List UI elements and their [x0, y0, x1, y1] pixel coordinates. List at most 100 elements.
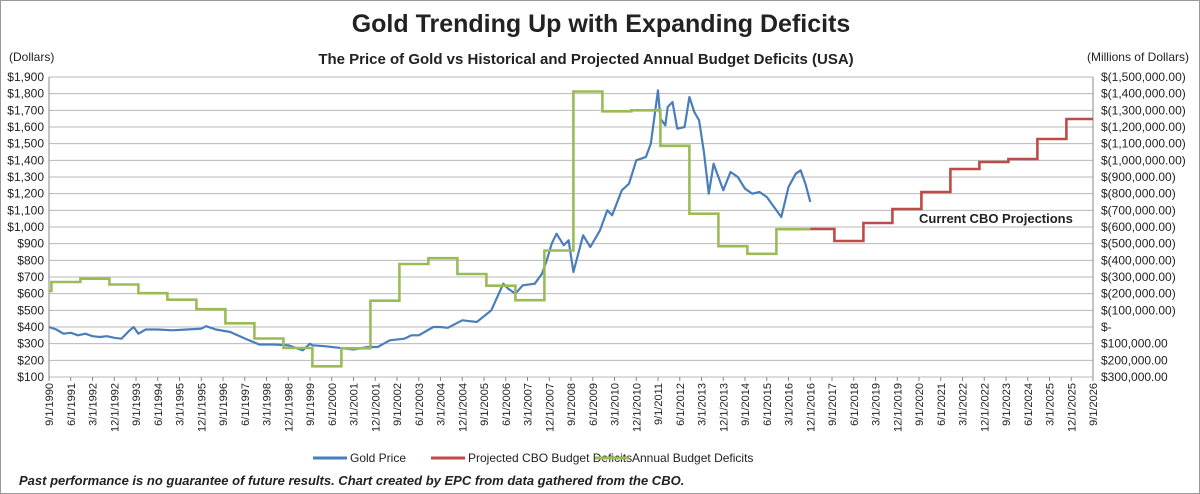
legend-label-annual: Annual Budget Deficits — [632, 451, 753, 465]
x-tick-label: 9/1/1996 — [218, 383, 230, 426]
y-tick-left: $300 — [17, 337, 44, 351]
y-tick-right: $300,000.00 — [1101, 370, 1168, 384]
x-tick-label: 3/1/1995 — [175, 383, 187, 426]
y-tick-left: $900 — [17, 237, 44, 251]
y-tick-left: $1,700 — [7, 103, 44, 117]
x-tick-label: 9/1/1990 — [44, 383, 56, 426]
x-tick-label: 6/1/2021 — [936, 383, 948, 426]
projected-cbo-deficits-line — [810, 117, 1093, 243]
y-tick-right: $(1,400,000.00) — [1101, 87, 1186, 101]
x-tick-label: 3/1/1992 — [88, 383, 100, 426]
x-tick-label: 6/1/1994 — [153, 383, 165, 426]
x-tick-label: 9/1/2011 — [653, 383, 665, 425]
y-tick-right: $(700,000.00) — [1101, 203, 1176, 217]
x-tick-label: 12/1/2022 — [979, 383, 991, 432]
x-tick-label: 12/1/1998 — [283, 383, 295, 432]
legend-label-projected: Projected CBO Budget Deficits — [468, 451, 632, 465]
chart-subtitle: The Price of Gold vs Historical and Proj… — [318, 51, 853, 68]
x-tick-label: 3/1/2007 — [523, 383, 535, 426]
y-tick-left: $1,900 — [7, 70, 44, 84]
y-tick-left: $400 — [17, 320, 44, 334]
x-tick-label: 12/1/2010 — [631, 383, 643, 432]
x-tick-label: 9/1/1993 — [131, 383, 143, 426]
annual-budget-deficits-line — [49, 90, 811, 368]
y-tick-right: $(1,000,000.00) — [1101, 153, 1186, 167]
y-tick-right: $(100,000.00) — [1101, 303, 1176, 317]
x-tick-label: 3/1/2010 — [610, 383, 622, 426]
x-tick-label: 9/1/2005 — [479, 383, 491, 426]
x-tick-label: 6/1/1991 — [66, 383, 78, 426]
y-tick-left: $1,400 — [7, 153, 44, 167]
y-tick-right: $(400,000.00) — [1101, 253, 1176, 267]
y-tick-right: $(1,200,000.00) — [1101, 120, 1186, 134]
x-tick-label: 3/1/2025 — [1045, 383, 1057, 426]
left-axis-label: (Dollars) — [9, 50, 54, 64]
y-tick-right: $(900,000.00) — [1101, 170, 1176, 184]
x-tick-label: 12/1/2013 — [718, 383, 730, 432]
x-tick-label: 3/1/2013 — [697, 383, 709, 426]
legend-label-gold: Gold Price — [350, 451, 406, 465]
x-tick-label: 9/1/2014 — [740, 383, 752, 426]
x-tick-label: 9/1/2002 — [392, 383, 404, 426]
y-tick-left: $1,600 — [7, 120, 44, 134]
x-tick-label: 12/1/2025 — [1066, 383, 1078, 432]
y-tick-right: $200,000.00 — [1101, 353, 1168, 367]
x-tick-label: 6/1/2015 — [762, 383, 774, 426]
x-tick-label: 9/1/2017 — [827, 383, 839, 426]
x-tick-label: 6/1/2006 — [501, 383, 513, 426]
x-tick-label: 12/1/2019 — [892, 383, 904, 432]
x-tick-label: 9/1/1999 — [305, 383, 317, 426]
y-tick-right: $(800,000.00) — [1101, 187, 1176, 201]
y-tick-left: $1,800 — [7, 87, 44, 101]
x-tick-label: 12/1/2016 — [805, 383, 817, 432]
x-tick-label: 6/1/2024 — [1023, 383, 1035, 426]
y-tick-left: $800 — [17, 253, 44, 267]
annotation-cbo-projections: Current CBO Projections — [919, 211, 1073, 226]
y-tick-right: $100,000.00 — [1101, 337, 1168, 351]
legend: Gold Price Projected CBO Budget Deficits… — [313, 451, 753, 465]
y-tick-left: $100 — [17, 370, 44, 384]
gold-price-line — [48, 89, 812, 352]
y-tick-right: $(500,000.00) — [1101, 237, 1176, 251]
x-tick-label: 9/1/2026 — [1088, 383, 1100, 426]
y-tick-right: $(1,100,000.00) — [1101, 137, 1186, 151]
x-tick-label: 6/1/1997 — [240, 383, 252, 426]
x-tick-label: 9/1/2023 — [1001, 383, 1013, 426]
y-tick-left: $700 — [17, 270, 44, 284]
y-tick-right: $(600,000.00) — [1101, 220, 1176, 234]
y-tick-left: $1,000 — [7, 220, 44, 234]
y-tick-right: $- — [1101, 320, 1112, 334]
x-tick-label: 12/1/2004 — [457, 383, 469, 432]
y-tick-right: $(200,000.00) — [1101, 287, 1176, 301]
x-tick-label: 3/1/1998 — [262, 383, 274, 426]
y-tick-left: $1,100 — [7, 203, 44, 217]
y-tick-left: $1,300 — [7, 170, 44, 184]
y-tick-right: $(1,300,000.00) — [1101, 103, 1186, 117]
x-tick-label: 6/1/2012 — [675, 383, 687, 426]
x-tick-label: 6/1/2000 — [327, 383, 339, 426]
x-tick-label: 12/1/1992 — [109, 383, 121, 432]
x-tick-label: 12/1/1995 — [196, 383, 208, 432]
x-tick-label: 3/1/2019 — [871, 383, 883, 426]
x-tick-label: 6/1/2003 — [414, 383, 426, 426]
x-tick-label: 12/1/2007 — [544, 383, 556, 432]
y-tick-left: $500 — [17, 303, 44, 317]
x-tick-label: 9/1/2020 — [914, 383, 926, 426]
chart-title: Gold Trending Up with Expanding Deficits — [352, 10, 851, 38]
y-tick-left: $600 — [17, 287, 44, 301]
y-tick-right: $(300,000.00) — [1101, 270, 1176, 284]
y-tick-right: $(1,500,000.00) — [1101, 70, 1186, 84]
x-tick-label: 9/1/2008 — [566, 383, 578, 426]
x-tick-label: 12/1/2001 — [370, 383, 382, 432]
x-tick-label: 3/1/2016 — [784, 383, 796, 426]
footer-disclaimer: Past performance is no guarantee of futu… — [19, 473, 684, 488]
y-tick-left: $1,500 — [7, 137, 44, 151]
right-axis-label: (Millions of Dollars) — [1087, 50, 1189, 64]
x-tick-label: 3/1/2022 — [958, 383, 970, 426]
y-tick-left: $1,200 — [7, 187, 44, 201]
x-tick-label: 3/1/2004 — [436, 383, 448, 426]
x-tick-label: 6/1/2009 — [588, 383, 600, 426]
x-tick-label: 6/1/2018 — [849, 383, 861, 426]
